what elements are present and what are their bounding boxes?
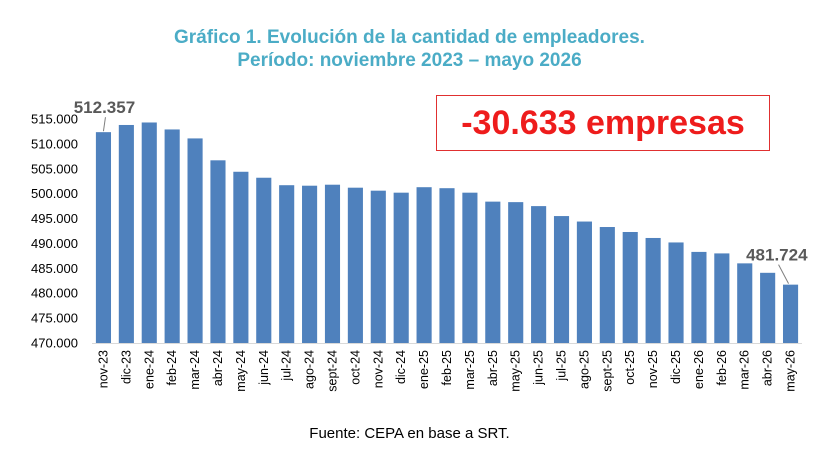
bar — [95, 132, 112, 343]
bar — [691, 251, 707, 343]
chart-subtitle: Período: noviembre 2023 – mayo 2026 — [237, 50, 582, 71]
bar — [279, 185, 295, 343]
y-tick-label: 495.000 — [31, 211, 78, 226]
x-tick-label: nov-25 — [646, 350, 660, 388]
x-tick-label: abr-24 — [211, 350, 225, 386]
x-tick-label: oct-25 — [623, 350, 637, 385]
bar — [599, 227, 615, 343]
x-tick-label: dic-25 — [669, 350, 683, 384]
bar — [187, 138, 203, 343]
source-note: Fuente: CEPA en base a SRT. — [309, 425, 510, 442]
y-tick-label: 515.000 — [31, 112, 78, 127]
bar — [622, 231, 638, 343]
bar — [118, 124, 134, 344]
bar — [164, 129, 180, 343]
y-tick-label: 470.000 — [31, 336, 78, 351]
bar — [782, 284, 799, 343]
x-tick-label: nov-24 — [371, 350, 385, 388]
y-tick-label: 505.000 — [31, 161, 78, 176]
x-tick-label: dic-23 — [119, 350, 133, 384]
data-label-leader — [102, 117, 106, 132]
bar — [256, 177, 272, 343]
x-tick-label: jun-25 — [532, 350, 546, 386]
bar — [485, 201, 501, 343]
bar — [508, 202, 524, 343]
x-tick-label: ago-24 — [303, 350, 317, 389]
x-tick-label: feb-26 — [715, 350, 729, 385]
bar — [302, 185, 318, 343]
data-label: 481.724 — [746, 246, 808, 265]
bar — [370, 190, 386, 343]
x-tick-label: ago-25 — [577, 350, 591, 389]
bar — [416, 187, 432, 343]
x-tick-label: sept-24 — [325, 350, 339, 392]
bar — [668, 242, 684, 343]
x-tick-label: jul-24 — [280, 350, 294, 382]
bar — [439, 188, 455, 343]
callout-box: -30.633 empresas — [436, 95, 770, 151]
data-label-leader — [778, 264, 789, 284]
x-tick-label: sept-25 — [600, 350, 614, 392]
x-tick-label: nov-23 — [96, 350, 110, 388]
x-tick-label: feb-25 — [440, 350, 454, 385]
bar — [760, 272, 776, 343]
x-tick-label: jun-24 — [257, 350, 271, 386]
bar — [462, 192, 478, 343]
bar — [210, 160, 226, 343]
y-tick-label: 480.000 — [31, 286, 78, 301]
x-tick-label: ene-26 — [692, 350, 706, 389]
x-tick-label: ene-25 — [417, 350, 431, 389]
chart-title: Gráfico 1. Evolución de la cantidad de e… — [174, 27, 645, 48]
x-tick-label: abr-25 — [486, 350, 500, 386]
data-label: 512.357 — [74, 98, 135, 117]
bar — [645, 237, 661, 343]
bar — [531, 206, 547, 343]
x-tick-label: ene-24 — [142, 350, 156, 389]
x-tick-label: dic-24 — [394, 350, 408, 384]
x-tick-label: oct-24 — [348, 350, 362, 385]
x-tick-label: feb-24 — [165, 350, 179, 385]
bar — [576, 221, 592, 343]
y-tick-label: 485.000 — [31, 261, 78, 276]
y-tick-label: 475.000 — [31, 311, 78, 326]
x-tick-label: mar-26 — [738, 350, 752, 390]
x-tick-label: abr-26 — [761, 350, 775, 386]
x-tick-label: may-25 — [509, 350, 523, 392]
y-tick-label: 490.000 — [31, 236, 78, 251]
y-tick-label: 510.000 — [31, 136, 78, 151]
y-tick-label: 500.000 — [31, 186, 78, 201]
bar — [393, 192, 409, 343]
bar — [141, 122, 157, 344]
bar — [714, 253, 730, 343]
x-tick-label: mar-25 — [463, 350, 477, 390]
bar — [737, 263, 753, 343]
x-tick-label: mar-24 — [188, 350, 202, 390]
x-tick-label: may-24 — [234, 350, 248, 392]
bar — [324, 184, 341, 343]
bar — [553, 216, 570, 343]
x-tick-label: may-26 — [784, 350, 798, 392]
x-tick-label: jul-25 — [555, 350, 569, 382]
bar — [347, 187, 363, 343]
bar — [233, 171, 249, 343]
